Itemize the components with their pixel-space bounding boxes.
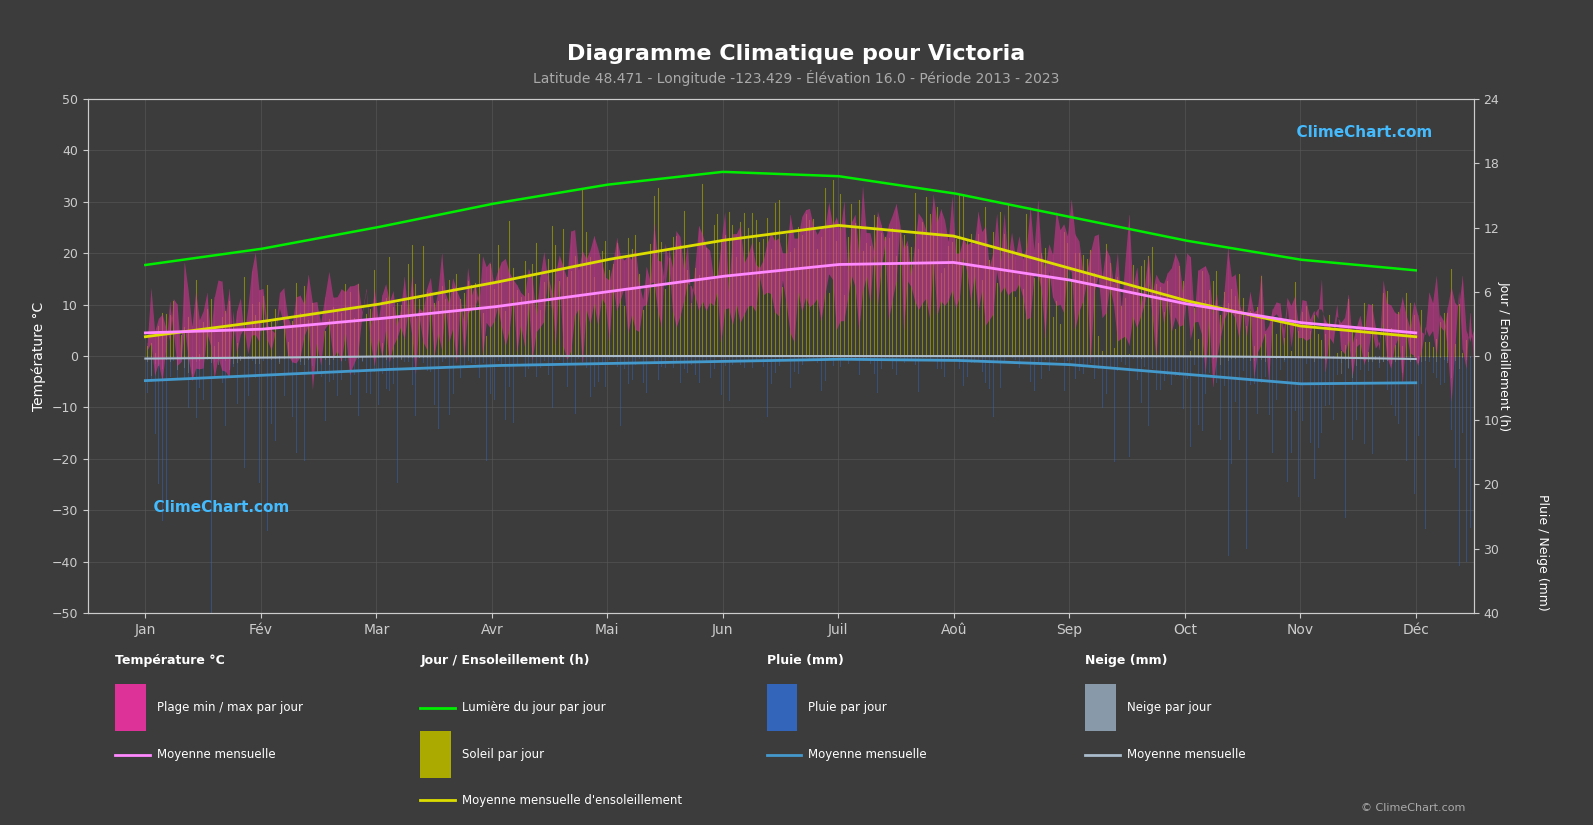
Text: Moyenne mensuelle d'ensoleillement: Moyenne mensuelle d'ensoleillement [462,794,682,807]
Text: Pluie par jour: Pluie par jour [808,701,887,714]
Text: Pluie / Neige (mm): Pluie / Neige (mm) [1536,494,1548,611]
Text: Température °C: Température °C [115,654,225,667]
Text: Lumière du jour par jour: Lumière du jour par jour [462,701,605,714]
Text: Neige par jour: Neige par jour [1128,701,1211,714]
Y-axis label: Température °C: Température °C [32,301,46,411]
Text: Moyenne mensuelle: Moyenne mensuelle [158,748,276,761]
Text: Diagramme Climatique pour Victoria: Diagramme Climatique pour Victoria [567,44,1026,64]
Text: Plage min / max par jour: Plage min / max par jour [158,701,303,714]
Text: ClimeChart.com: ClimeChart.com [1287,125,1432,139]
Text: Neige (mm): Neige (mm) [1085,654,1168,667]
Text: Soleil par jour: Soleil par jour [462,748,543,761]
Text: Moyenne mensuelle: Moyenne mensuelle [808,748,927,761]
Text: © ClimeChart.com: © ClimeChart.com [1360,803,1466,813]
Text: Jour / Ensoleillement (h): Jour / Ensoleillement (h) [421,654,589,667]
Y-axis label: Jour / Ensoleillement (h): Jour / Ensoleillement (h) [1497,281,1510,431]
Text: Pluie (mm): Pluie (mm) [766,654,844,667]
Text: ClimeChart.com: ClimeChart.com [143,500,290,515]
Text: Latitude 48.471 - Longitude -123.429 - Élévation 16.0 - Période 2013 - 2023: Latitude 48.471 - Longitude -123.429 - É… [534,69,1059,86]
Bar [1085,684,1117,731]
Bar [421,731,451,778]
Bar [766,684,796,731]
Text: Moyenne mensuelle: Moyenne mensuelle [1128,748,1246,761]
Bar [115,684,147,731]
